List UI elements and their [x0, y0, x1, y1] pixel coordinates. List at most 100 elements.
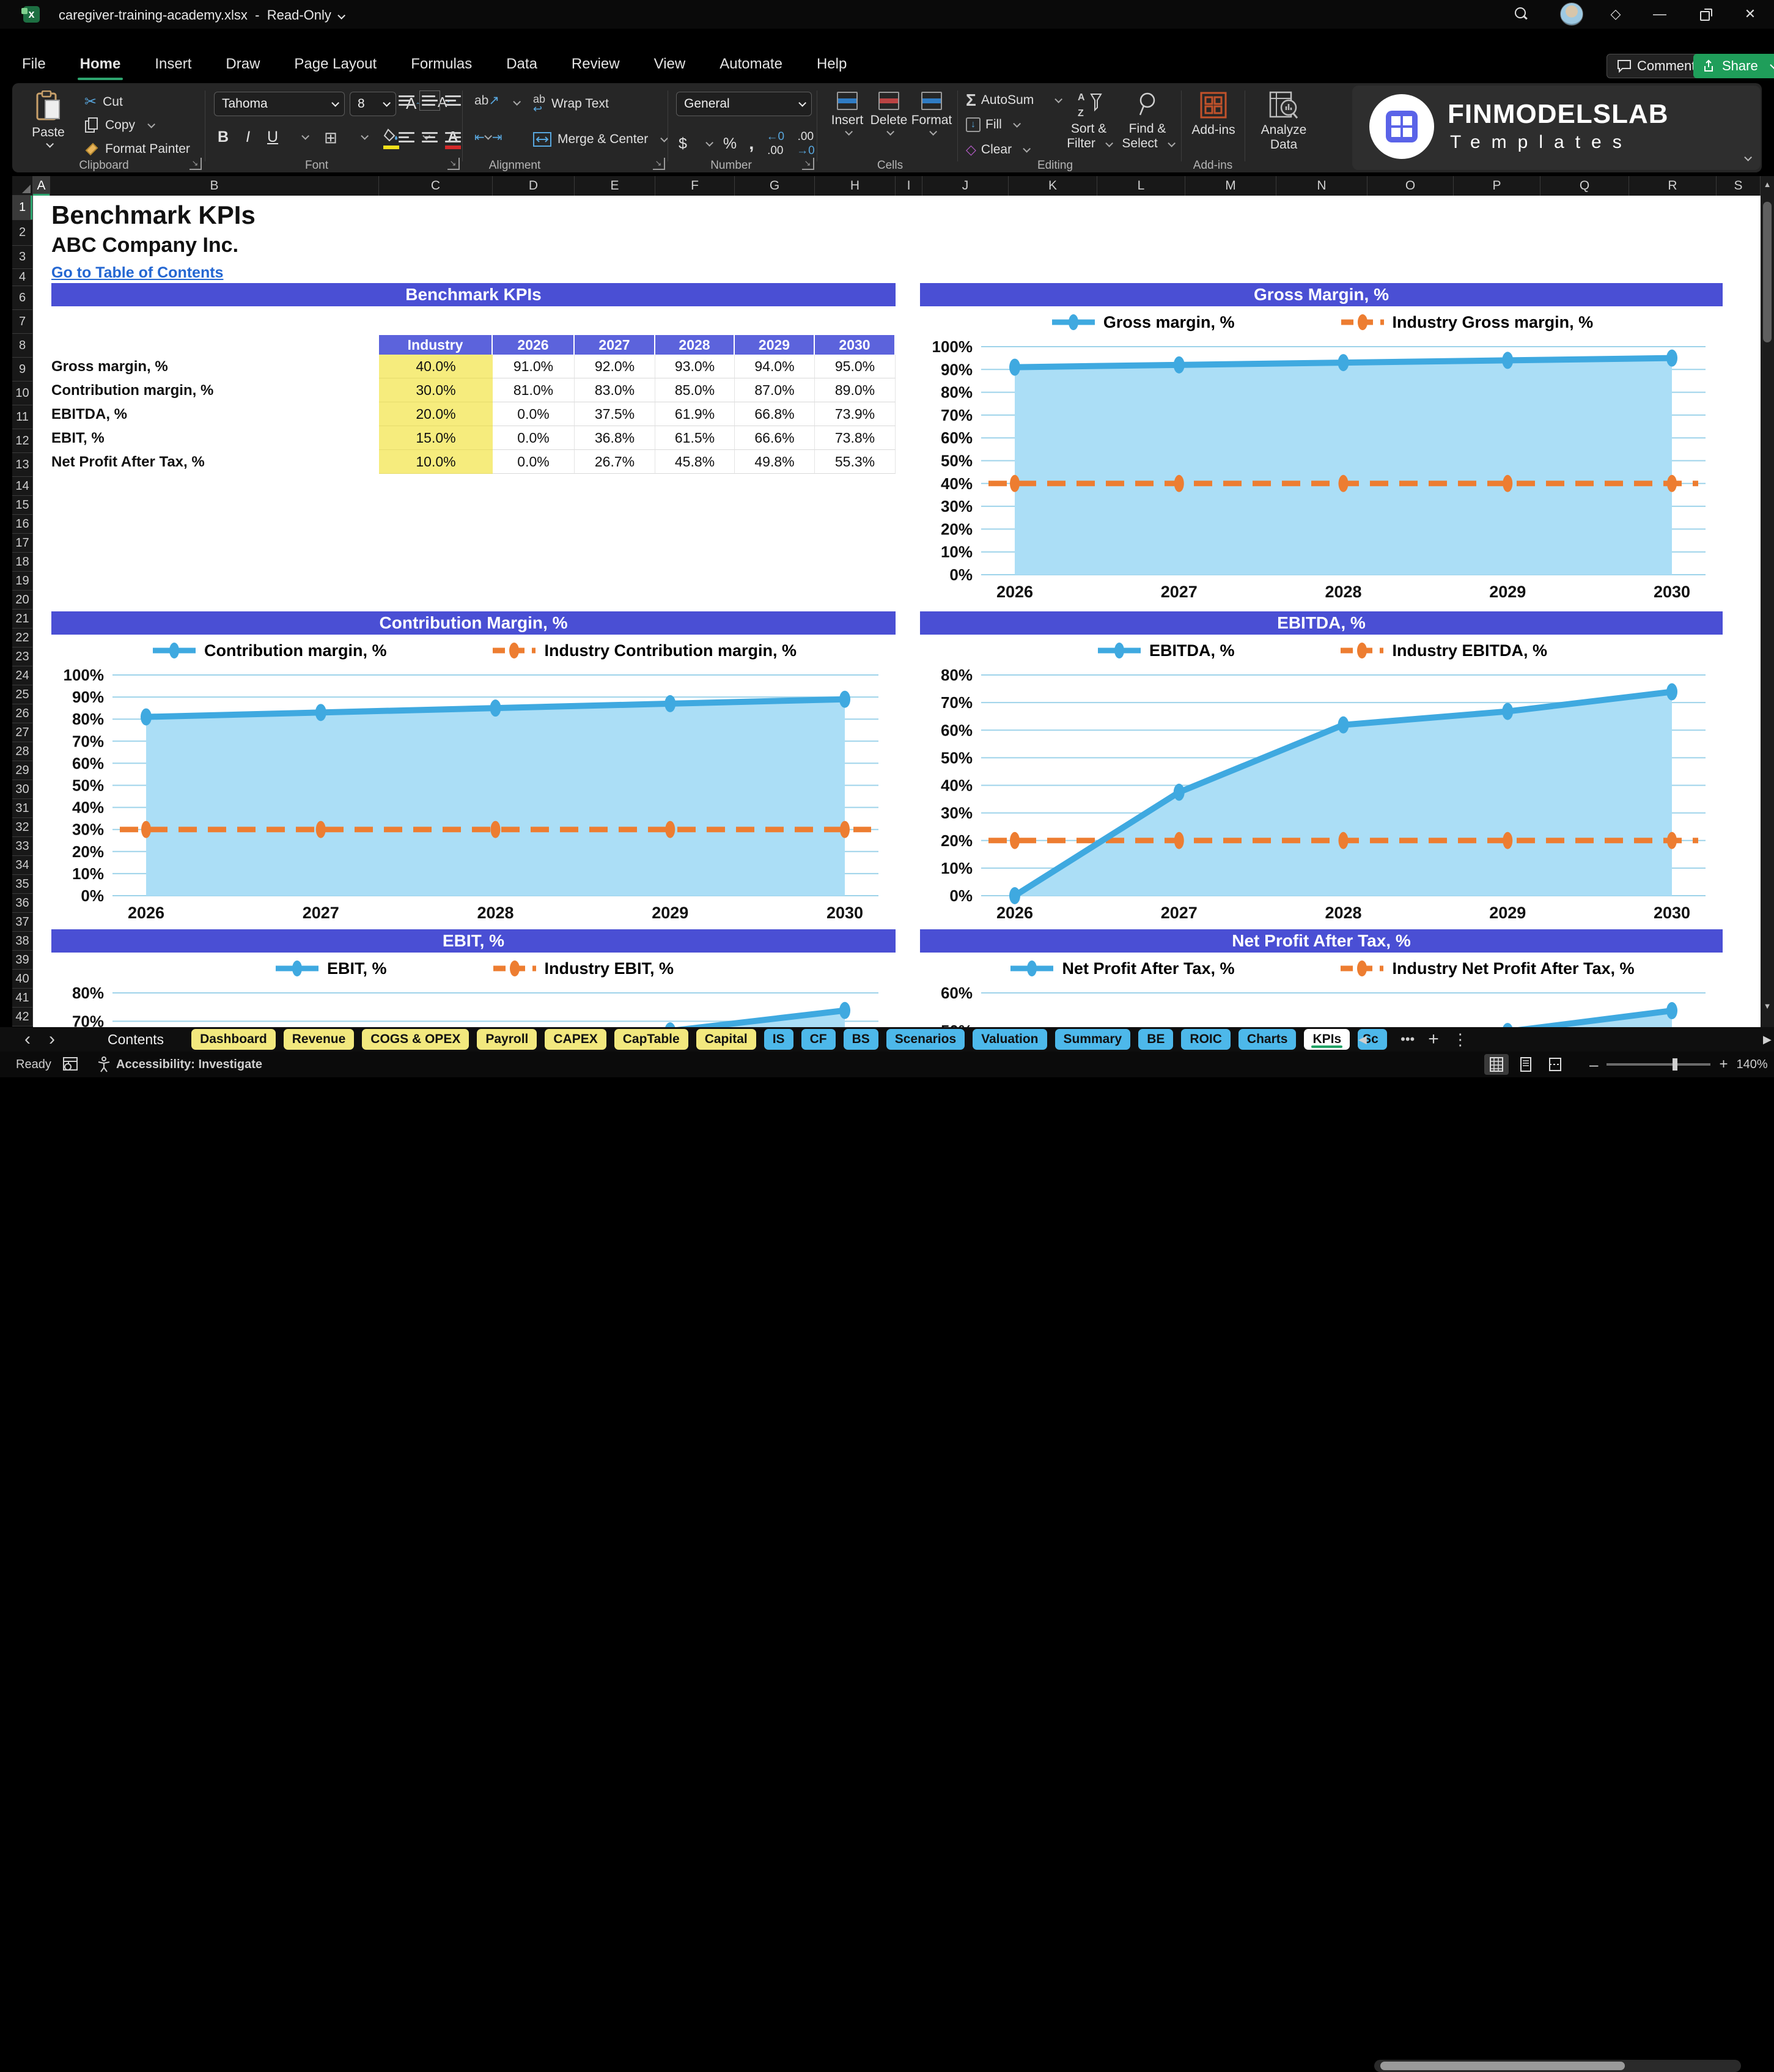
row-header-36[interactable]: 36: [12, 894, 33, 913]
row-header-37[interactable]: 37: [12, 913, 33, 932]
column-header-l[interactable]: L: [1097, 176, 1185, 196]
row-header-9[interactable]: 9: [12, 358, 33, 382]
table-cell[interactable]: 0.0%: [493, 450, 575, 474]
table-cell[interactable]: 94.0%: [735, 355, 815, 378]
ribbon-tab-help[interactable]: Help: [816, 56, 847, 72]
table-cell[interactable]: 49.8%: [735, 450, 815, 474]
paste-button[interactable]: Paste: [27, 90, 70, 154]
sheet-tab-roic[interactable]: ROIC: [1181, 1029, 1231, 1050]
zoom-slider[interactable]: [1607, 1058, 1711, 1071]
row-header-33[interactable]: 33: [12, 837, 33, 856]
table-cell[interactable]: 36.8%: [575, 426, 655, 450]
sheet-tab-bs[interactable]: BS: [843, 1029, 878, 1050]
column-header-d[interactable]: D: [493, 176, 575, 196]
vertical-scrollbar[interactable]: ▲ ▼: [1761, 176, 1774, 1027]
column-header-f[interactable]: F: [655, 176, 735, 196]
document-title[interactable]: caregiver-training-academy.xlsx - Read-O…: [59, 7, 345, 23]
vertical-scroll-thumb[interactable]: [1763, 202, 1772, 342]
more-sheets-button[interactable]: •••: [1400, 1031, 1415, 1047]
insert-cells-button[interactable]: Insert: [828, 92, 867, 139]
align-right-icon[interactable]: [445, 130, 461, 145]
orientation-icon[interactable]: ab↗: [474, 94, 499, 108]
analyze-data-button[interactable]: Analyze Data: [1253, 90, 1314, 152]
sheet-tab-captable[interactable]: CapTable: [614, 1029, 688, 1050]
row-header-41[interactable]: 41: [12, 989, 33, 1008]
cut-button[interactable]: ✂ Cut: [84, 94, 123, 110]
number-dialog-launcher[interactable]: ↘: [802, 158, 814, 170]
column-header-m[interactable]: M: [1185, 176, 1276, 196]
row-header-11[interactable]: 11: [12, 405, 33, 429]
row-header-28[interactable]: 28: [12, 742, 33, 761]
table-cell[interactable]: 61.9%: [655, 402, 735, 426]
table-cell-industry[interactable]: 15.0%: [379, 426, 493, 450]
font-dialog-launcher[interactable]: ↘: [447, 158, 460, 170]
sheet-tab-cogs-opex[interactable]: COGS & OPEX: [362, 1029, 469, 1050]
row-header-18[interactable]: 18: [12, 553, 33, 572]
horizontal-scrollbar[interactable]: [1374, 2060, 1741, 2072]
accessibility-status[interactable]: Accessibility: Investigate: [97, 1052, 262, 1077]
row-header-19[interactable]: 19: [12, 572, 33, 591]
share-button[interactable]: Share: [1693, 54, 1774, 78]
table-cell[interactable]: 73.9%: [815, 402, 896, 426]
row-header-40[interactable]: 40: [12, 970, 33, 989]
column-header-n[interactable]: N: [1276, 176, 1367, 196]
row-header-3[interactable]: 3: [12, 246, 33, 269]
column-header-s[interactable]: S: [1717, 176, 1761, 196]
row-header-31[interactable]: 31: [12, 799, 33, 818]
sheet-tab-sc[interactable]: Sc: [1358, 1029, 1388, 1050]
table-cell[interactable]: 92.0%: [575, 355, 655, 378]
ribbon-tab-insert[interactable]: Insert: [155, 56, 192, 72]
page-break-view-button[interactable]: [1543, 1054, 1567, 1075]
percent-format-button[interactable]: %: [723, 135, 737, 152]
column-header-a[interactable]: A: [33, 176, 50, 196]
ribbon-tab-draw[interactable]: Draw: [226, 56, 260, 72]
row-header-10[interactable]: 10: [12, 382, 33, 405]
sheet-tab-scenarios[interactable]: Scenarios: [886, 1029, 965, 1050]
page-layout-view-button[interactable]: [1514, 1054, 1538, 1075]
row-header-12[interactable]: 12: [12, 429, 33, 453]
decrease-decimal-button[interactable]: .00 →0: [797, 130, 815, 157]
row-header-38[interactable]: 38: [12, 932, 33, 951]
bold-button[interactable]: B: [218, 128, 229, 146]
sheet-tab-kpis[interactable]: KPIs: [1304, 1029, 1350, 1050]
column-header-g[interactable]: G: [735, 176, 815, 196]
italic-button[interactable]: I: [246, 128, 251, 146]
row-header-26[interactable]: 26: [12, 704, 33, 723]
row-header-23[interactable]: 23: [12, 647, 33, 666]
restore-button[interactable]: [1695, 5, 1715, 23]
alignment-dialog-launcher[interactable]: ↘: [653, 158, 665, 170]
clipboard-dialog-launcher[interactable]: ↘: [190, 158, 202, 170]
row-header-20[interactable]: 20: [12, 591, 33, 610]
borders-menu-arrow[interactable]: [361, 132, 369, 140]
table-cell[interactable]: 91.0%: [493, 355, 575, 378]
sheet-tab-be[interactable]: BE: [1138, 1029, 1174, 1050]
row-header-34[interactable]: 34: [12, 856, 33, 875]
table-cell-industry[interactable]: 30.0%: [379, 378, 493, 402]
align-top-icon[interactable]: [399, 93, 414, 108]
clear-button[interactable]: ◇ Clear: [966, 142, 1031, 158]
font-size-select[interactable]: 8: [350, 92, 396, 116]
column-header-o[interactable]: O: [1367, 176, 1454, 196]
column-header-b[interactable]: B: [50, 176, 379, 196]
row-header-1[interactable]: 1: [12, 196, 33, 220]
table-cell-industry[interactable]: 20.0%: [379, 402, 493, 426]
prev-sheet-arrow[interactable]: ‹: [24, 1029, 31, 1049]
delete-cells-button[interactable]: Delete: [869, 92, 908, 139]
comma-format-button[interactable]: ,: [749, 133, 754, 153]
align-bottom-icon[interactable]: [445, 93, 461, 108]
scroll-left-icon[interactable]: ◀: [1358, 1033, 1367, 1045]
format-painter-button[interactable]: Format Painter: [84, 142, 190, 157]
search-icon[interactable]: [1510, 5, 1531, 23]
number-format-select[interactable]: General: [676, 92, 812, 116]
table-cell[interactable]: 66.8%: [735, 402, 815, 426]
zoom-out-button[interactable]: –: [1589, 1055, 1599, 1074]
row-header-25[interactable]: 25: [12, 685, 33, 704]
table-cell[interactable]: 87.0%: [735, 378, 815, 402]
sheet-tab-summary[interactable]: Summary: [1054, 1029, 1131, 1050]
ribbon-tab-review[interactable]: Review: [571, 56, 620, 72]
row-header-14[interactable]: 14: [12, 477, 33, 496]
column-header-q[interactable]: Q: [1540, 176, 1629, 196]
row-header-17[interactable]: 17: [12, 534, 33, 553]
table-cell[interactable]: 0.0%: [493, 402, 575, 426]
column-header-j[interactable]: J: [922, 176, 1009, 196]
